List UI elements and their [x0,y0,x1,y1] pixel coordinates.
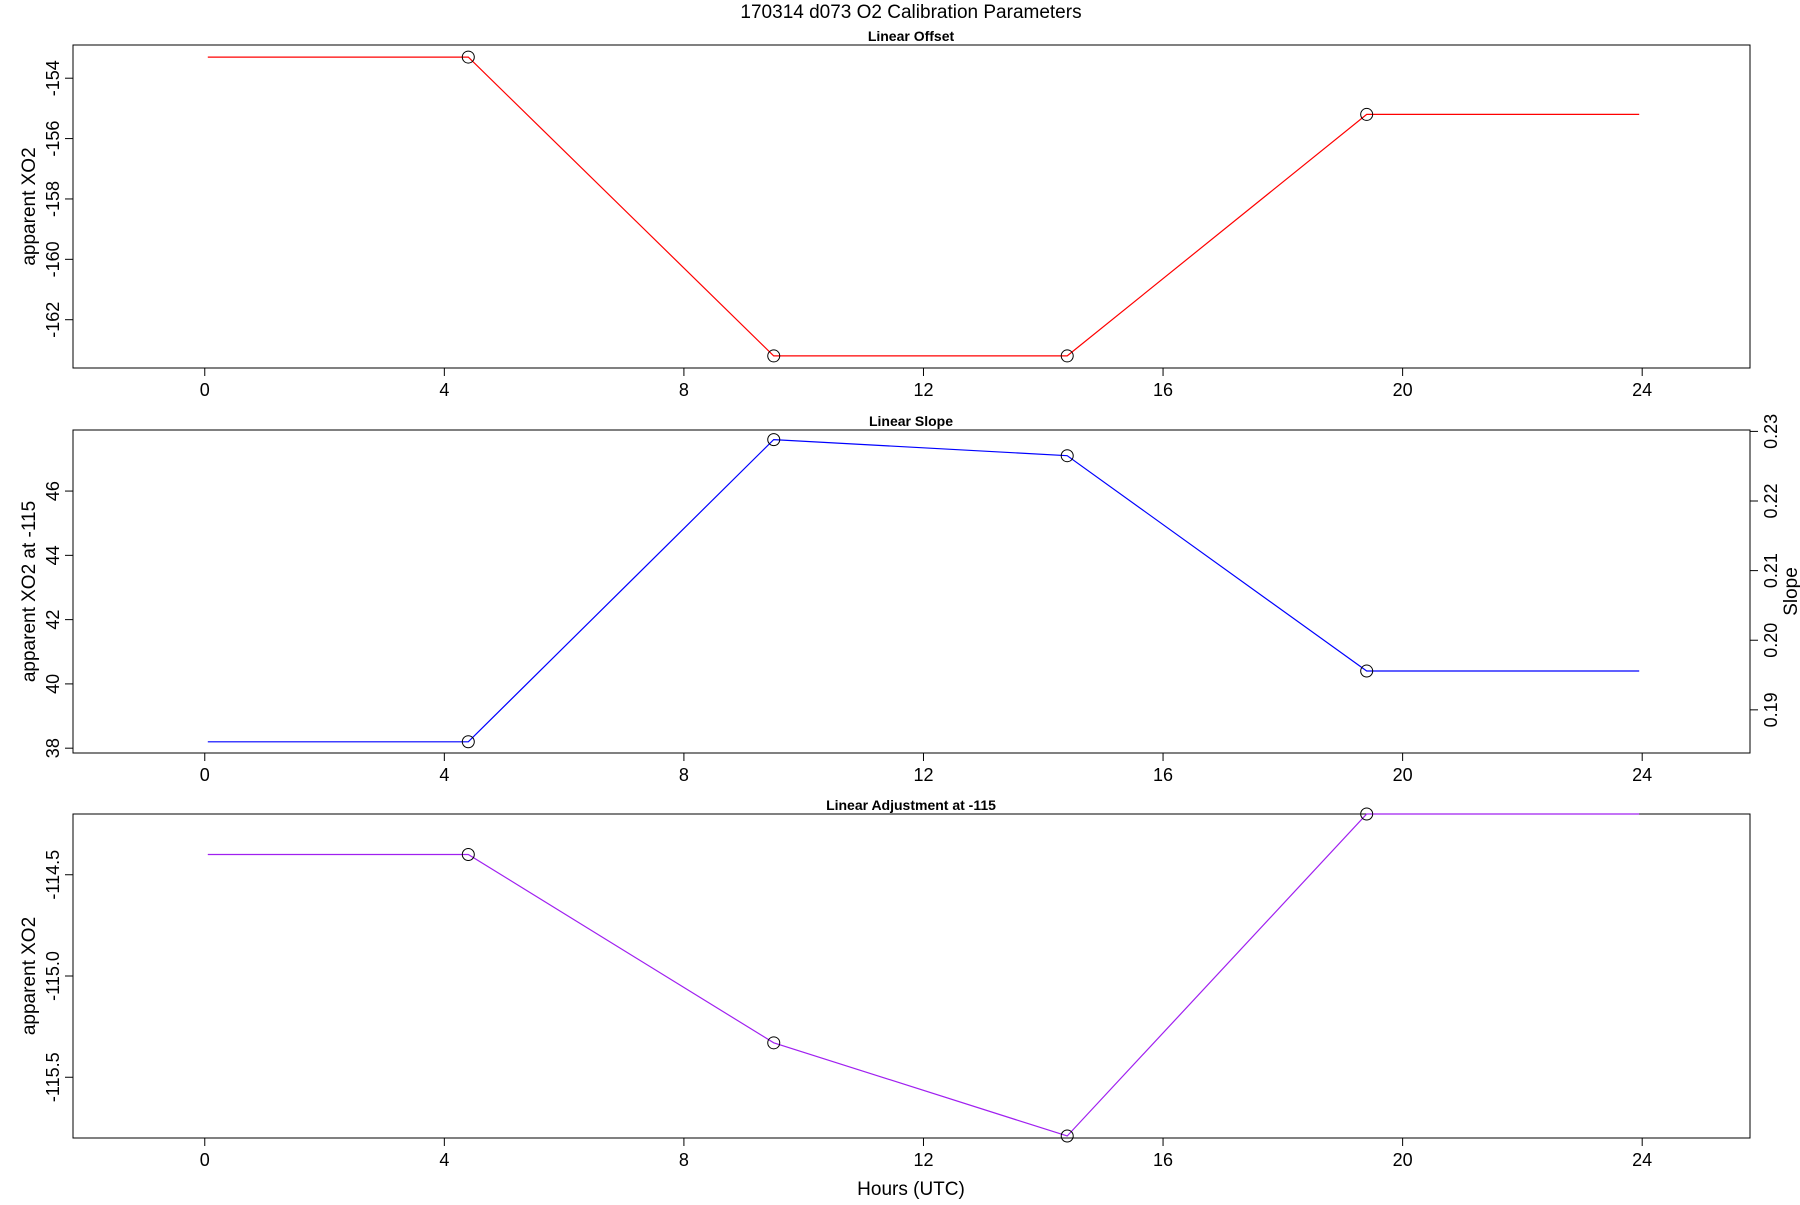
y-axis-title: apparent XO2 at -115 [19,501,40,682]
data-point-marker [1360,664,1374,678]
x-tick-label: 20 [1393,380,1413,400]
y-tick-label: 38 [43,738,63,758]
series-line [207,56,1640,357]
y-tick-label: 40 [43,674,63,694]
y-tick-label: -115.5 [43,1052,63,1102]
main-title: 170314 d073 O2 Calibration Parameters [740,2,1081,23]
y-tick-label: 46 [43,481,63,501]
y-right-tick-label: 0.20 [1761,623,1781,658]
y-tick-label: 44 [43,545,63,565]
plot-frame [72,429,1751,754]
data-point-marker [767,433,781,447]
y-axis-title: apparent XO2 [19,917,40,1035]
panels: Linear Offset 0 4 8 12 16 20 24 -154 -156 -158 -160… [19,28,1800,1170]
data-point-marker [1060,449,1074,463]
y-tick-label: -114.5 [43,850,63,900]
x-tick-label: 24 [1632,765,1652,785]
y-tick-label: 42 [43,610,63,630]
panel-title: Linear Slope [869,413,953,429]
y-tick-label: -160 [43,241,63,277]
y-axis-title: apparent XO2 [19,147,40,265]
x-tick-label: 24 [1632,1150,1652,1170]
y-tick-label: -162 [43,302,63,338]
y-right-tick-label: 0.22 [1761,483,1781,518]
data-point-marker [767,1036,781,1050]
x-tick-label: 12 [913,765,933,785]
x-tick-label: 4 [439,380,449,400]
series-line [207,438,1640,743]
y-right-axis-title: Slope [1781,567,1800,616]
y-right-tick-label: 0.19 [1761,692,1781,727]
data-point-marker [1360,807,1374,821]
x-tick-label: 24 [1632,380,1652,400]
x-tick-label: 8 [679,1150,689,1170]
panel-title: Linear Offset [868,28,955,44]
x-tick-label: 20 [1393,1150,1413,1170]
panel-title: Linear Adjustment at -115 [826,797,996,813]
data-point-marker [1060,349,1074,363]
data-point-marker [461,735,475,749]
y-tick-label: -154 [43,60,63,96]
plot-frame [72,44,1751,369]
x-tick-label: 0 [200,765,210,785]
data-point-marker [461,848,475,861]
data-point-marker [1060,1129,1074,1143]
plot-frame [72,813,1751,1139]
series-line [207,813,1640,1137]
data-point-marker [1360,107,1374,121]
x-tick-label: 16 [1153,380,1173,400]
panel-1: Linear Offset 0 4 8 12 16 20 24 -154 -156 -158 -160… [19,28,1751,400]
data-point-marker [461,50,475,64]
x-tick-label: 4 [439,765,449,785]
x-tick-label: 8 [679,380,689,400]
x-tick-label: 20 [1393,765,1413,785]
x-tick-label: 12 [913,1150,933,1170]
y-tick-label: -158 [43,181,63,217]
x-tick-label: 12 [913,380,933,400]
y-tick-label: -115.0 [43,951,63,1001]
panel-3: Linear Adjustment at -115 0 4 8 12 16 20 24 -114… [19,797,1751,1170]
x-tick-label: 0 [200,380,210,400]
data-point-marker [767,349,781,363]
x-tick-label: 8 [679,765,689,785]
x-tick-label: 16 [1153,765,1173,785]
x-axis-title: Hours (UTC) [857,1179,965,1200]
panel-2: Linear Slope 0 4 8 12 16 20 24 38 40 42 44 46apparen… [19,413,1800,785]
y-right-tick-label: 0.23 [1761,414,1781,449]
y-tick-label: -156 [43,121,63,157]
x-tick-label: 16 [1153,1150,1173,1170]
x-tick-label: 0 [200,1150,210,1170]
x-tick-label: 4 [439,1150,449,1170]
y-right-tick-label: 0.21 [1761,553,1781,588]
